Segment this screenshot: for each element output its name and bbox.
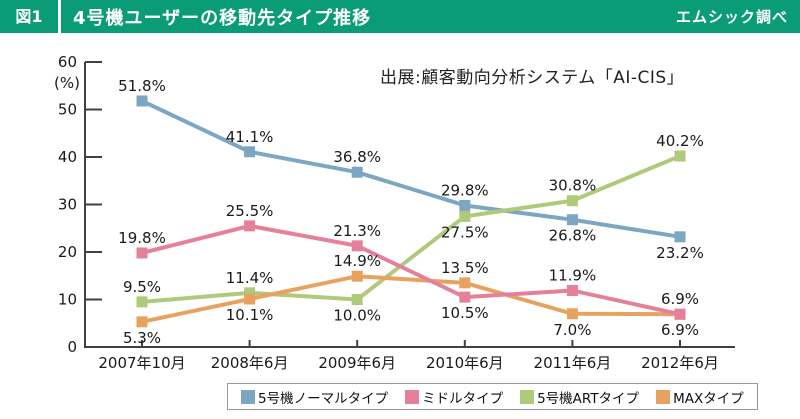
figure-header: 図1 4号機ユーザーの移動先タイプ推移 エムシック調べ (0, 0, 800, 33)
series-line (141, 154, 681, 304)
legend-item-1: ミドルタイプ (405, 387, 503, 407)
x-tick-label: 2008年6月 (211, 354, 289, 372)
legend-item-3: MAXタイプ (656, 387, 744, 407)
legend-item-2: 5号機ARTタイプ (520, 387, 639, 407)
series-marker (351, 270, 363, 282)
series-marker (566, 308, 578, 320)
series-marker (459, 291, 471, 303)
series-marker (136, 95, 148, 107)
series-marker (459, 210, 471, 222)
data-label: 7.0% (553, 321, 591, 339)
series-line (141, 99, 681, 239)
x-tick-label: 2011年6月 (534, 354, 612, 372)
series-marker (674, 231, 686, 243)
data-label: 19.8% (118, 229, 166, 247)
legend-swatch (520, 389, 535, 404)
series-marker (566, 214, 578, 226)
x-tick-label: 2010年6月 (426, 354, 504, 372)
legend-label: 5号機ARTタイプ (537, 390, 640, 407)
data-label: 10.0% (333, 307, 381, 325)
data-label: 14.9% (333, 252, 381, 270)
axis-lines (84, 62, 735, 348)
series-2 (136, 150, 686, 308)
x-tick-label: 2012年6月 (641, 354, 719, 372)
series-marker (566, 284, 578, 296)
x-tick-label: 2007年10月 (98, 354, 185, 372)
series-marker (244, 293, 256, 305)
series-marker (136, 247, 148, 259)
data-label: 41.1% (226, 128, 274, 146)
y-unit-label: (%) (54, 74, 80, 92)
data-label: 9.5% (123, 278, 161, 296)
x-tick-label: 2009年6月 (318, 354, 396, 372)
data-label: 40.2% (656, 132, 704, 150)
series-marker (244, 146, 256, 158)
series-marker (244, 287, 256, 299)
data-label: 29.8% (441, 181, 489, 199)
series-marker (459, 199, 471, 211)
series-line (141, 223, 681, 317)
legend-swatch (405, 389, 420, 404)
y-axis: 0 10 20 30 40 50 60 (%) (54, 53, 102, 356)
y-tick-label: 20 (58, 243, 77, 261)
series-1-labels: 19.8% 25.5% 21.3% 10.5% 11.9% 6.9% (118, 202, 699, 322)
data-label: 30.8% (549, 177, 597, 195)
data-label: 36.8% (333, 148, 381, 166)
y-tick-label: 10 (58, 291, 77, 309)
data-label: 26.8% (549, 227, 597, 245)
data-label: 10.5% (441, 304, 489, 322)
figure-title: 4号機ユーザーの移動先タイプ推移 (73, 7, 372, 29)
y-tick-label: 60 (58, 53, 77, 71)
data-label: 5.3% (123, 329, 161, 347)
data-label: 25.5% (226, 202, 274, 220)
series-marker (459, 277, 471, 289)
series-marker (674, 308, 686, 320)
data-label: 23.2% (656, 244, 704, 262)
legend-swatch (241, 389, 255, 404)
series-marker (136, 296, 148, 308)
data-label: 21.3% (333, 222, 381, 240)
y-tick-label: 40 (58, 148, 77, 166)
series-1 (136, 220, 686, 320)
legend-label: MAXタイプ (673, 390, 744, 407)
data-label: 6.9% (661, 321, 699, 339)
legend-swatch (656, 389, 671, 404)
data-label: 10.1% (226, 306, 274, 324)
legend-label: ミドルタイプ (422, 390, 504, 407)
data-label: 11.9% (549, 266, 597, 284)
data-label: 51.8% (118, 77, 166, 95)
legend-item-0: 5号機ノーマルタイプ (241, 387, 388, 407)
legend-label: 5号機ノーマルタイプ (258, 390, 389, 407)
data-label: 11.4% (226, 269, 274, 287)
series-0-labels: 51.8% 41.1% 36.8% 29.8% 26.8% 23.2% (118, 77, 704, 262)
series-marker (136, 316, 148, 328)
series-0 (136, 95, 686, 243)
data-source-annotation: 出展:顧客動向分析システム「AI-CIS」 (380, 68, 685, 88)
series-2-labels: 9.5% 11.4% 10.0% 27.5% 30.8% 40.2% (123, 132, 704, 324)
series-marker (674, 150, 686, 162)
data-label: 13.5% (441, 259, 489, 277)
y-tick-label: 30 (58, 196, 77, 214)
series-line (141, 274, 681, 324)
chart-legend: 5号機ノーマルタイプ ミドルタイプ 5号機ARTタイプ MAXタイプ (227, 383, 758, 410)
header-divider (58, 0, 61, 33)
series-marker (244, 220, 256, 232)
series-marker (566, 195, 578, 207)
y-tick-label: 0 (67, 338, 77, 356)
source-credit: エムシック調べ (675, 8, 788, 26)
series-marker (351, 166, 363, 178)
data-label: 6.9% (661, 290, 699, 308)
series-marker (351, 240, 363, 252)
figure-number-label: 図1 (15, 7, 43, 26)
data-label: 27.5% (441, 223, 489, 241)
x-axis: 2007年10月 2008年6月 2009年6月 2010年6月 2011年6月 2012… (84, 62, 735, 372)
series-3-labels: 5.3% 10.1% 14.9% 13.5% 7.0% 6.9% (123, 252, 699, 347)
series-marker (351, 294, 363, 305)
y-tick-label: 50 (58, 101, 77, 119)
